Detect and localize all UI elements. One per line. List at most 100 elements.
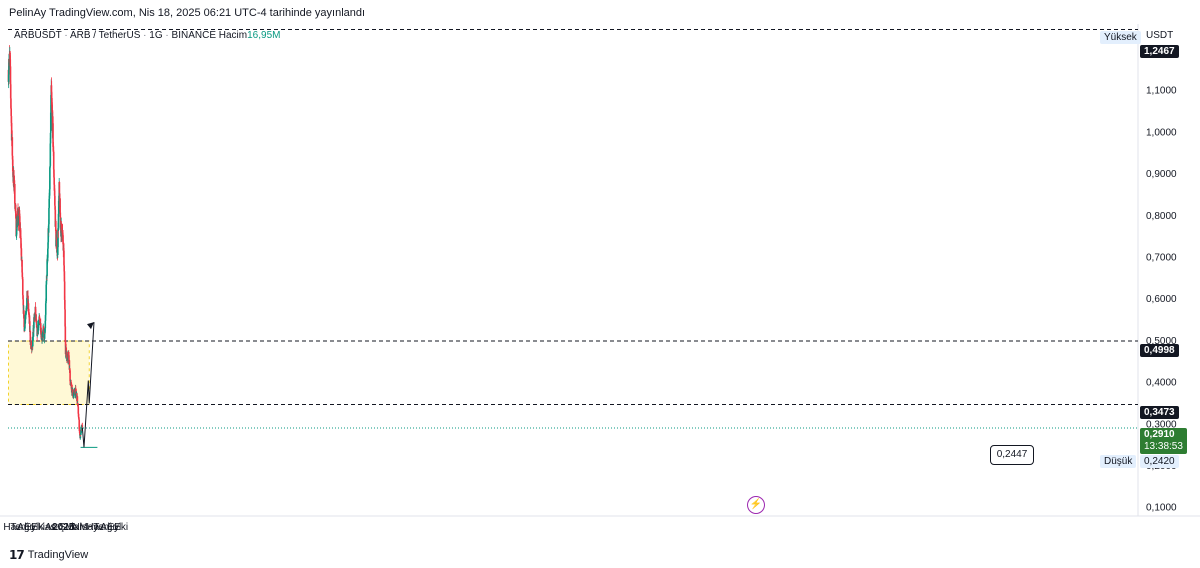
candle-body bbox=[35, 319, 38, 323]
candle-body bbox=[50, 94, 52, 113]
separator: · bbox=[143, 30, 147, 41]
flash-icon[interactable]: ⚡ bbox=[747, 496, 765, 514]
chart-frame[interactable]: 0,10000,20000,30000,40000,50000,60000,70… bbox=[0, 24, 1200, 540]
candle-body bbox=[10, 116, 13, 123]
price-chart[interactable]: 0,10000,20000,30000,40000,50000,60000,70… bbox=[0, 24, 1200, 540]
candle-body bbox=[11, 159, 14, 172]
x-tick-label: Haz bbox=[3, 522, 21, 533]
currency-label[interactable]: USDT bbox=[1146, 30, 1174, 41]
symbol-interval: 1G bbox=[149, 30, 163, 41]
y-tick-label: 1,0000 bbox=[1146, 127, 1177, 138]
candle-body bbox=[76, 396, 79, 405]
candle-body bbox=[10, 98, 12, 109]
candle-body bbox=[67, 352, 70, 356]
candle-body bbox=[52, 123, 54, 147]
candle-body bbox=[27, 303, 30, 312]
candle-body bbox=[33, 317, 35, 329]
level-tag-upper: 0,4998 bbox=[1140, 344, 1179, 357]
candle-body bbox=[23, 328, 26, 332]
x-tick-label: Kas bbox=[38, 522, 55, 533]
candle-body bbox=[26, 291, 29, 298]
low-price-tag: 0,2420 bbox=[1140, 455, 1179, 468]
candle-body bbox=[57, 200, 60, 214]
candle-body bbox=[26, 297, 28, 307]
x-tick-label: Eyl bbox=[107, 522, 121, 533]
x-tick-label: Mar bbox=[65, 522, 83, 533]
candle-body bbox=[17, 209, 19, 216]
projection-path bbox=[81, 322, 95, 448]
candle-body bbox=[16, 219, 19, 224]
candle-body bbox=[48, 207, 50, 225]
last-price-tag: 0,2910 13:38:53 bbox=[1140, 428, 1187, 454]
candle-body bbox=[79, 433, 81, 435]
candle-body bbox=[45, 281, 48, 285]
candle-body bbox=[48, 189, 51, 196]
symbol-legend[interactable]: ARBUSDT · ARB / TetherUS · 1G · BINANCE … bbox=[14, 30, 280, 41]
candle-body bbox=[78, 419, 81, 429]
candle-body bbox=[14, 184, 16, 204]
candle-body bbox=[62, 235, 64, 245]
candle-body bbox=[52, 116, 54, 124]
footer-brand[interactable]: 𝟭𝟳 TradingView bbox=[9, 548, 88, 562]
candle-body bbox=[63, 265, 65, 272]
candle-body bbox=[47, 248, 49, 258]
last-price-value: 0,2910 bbox=[1144, 429, 1175, 440]
x-tick-label: Nis bbox=[73, 522, 87, 533]
candle-body bbox=[77, 406, 80, 414]
y-tick-label: 0,3000 bbox=[1146, 419, 1177, 430]
symbol-base: ARB / TetherUS bbox=[69, 30, 141, 41]
y-tick-label: 0,9000 bbox=[1146, 169, 1177, 180]
y-tick-label: 0,5000 bbox=[1146, 336, 1177, 347]
candle-body bbox=[43, 332, 46, 339]
x-tick-label: Haz bbox=[86, 522, 104, 533]
candle-body bbox=[39, 318, 41, 321]
candle-body bbox=[59, 212, 62, 217]
volume-label: Hacim bbox=[218, 30, 248, 41]
candle-body bbox=[9, 84, 12, 99]
y-tick-label: 0,1000 bbox=[1146, 503, 1177, 514]
candle-body bbox=[49, 112, 52, 133]
y-tick-label: 0,6000 bbox=[1146, 294, 1177, 305]
brand-name: TradingView bbox=[27, 549, 89, 561]
candle-body bbox=[53, 169, 55, 178]
candle-body bbox=[63, 250, 65, 266]
y-tick-label: 0,8000 bbox=[1146, 211, 1177, 222]
candle-body bbox=[59, 216, 62, 228]
candle-body bbox=[21, 279, 24, 296]
candle-body bbox=[81, 425, 84, 427]
symbol-pair: ARBUSDT bbox=[14, 30, 62, 41]
candle-body bbox=[19, 216, 21, 232]
x-tick-label: Eki bbox=[114, 522, 128, 533]
candle-body bbox=[44, 320, 47, 329]
candle-body bbox=[61, 230, 64, 234]
y-tick-label: 0,7000 bbox=[1146, 252, 1177, 263]
x-tick-label: Ağu bbox=[100, 522, 118, 533]
candle-body bbox=[60, 223, 63, 225]
candle-body bbox=[30, 342, 33, 349]
candle-body bbox=[31, 336, 34, 347]
candle-body bbox=[21, 260, 23, 273]
low-label-tag: Düşük bbox=[1100, 455, 1137, 468]
candle-body bbox=[80, 427, 83, 433]
candle-body bbox=[74, 388, 77, 390]
candle-body bbox=[64, 326, 67, 342]
candle-body bbox=[13, 175, 15, 191]
candle-body bbox=[64, 309, 66, 327]
volume-value: 16,95M bbox=[247, 30, 281, 41]
candle-body bbox=[15, 211, 17, 217]
target-callout[interactable]: 0,2447 bbox=[990, 445, 1034, 465]
x-tick-label: 2025 bbox=[52, 522, 75, 533]
candle-body bbox=[49, 167, 51, 190]
candle-body bbox=[45, 284, 48, 302]
x-tick-label: May bbox=[79, 522, 98, 533]
candle-body bbox=[57, 213, 60, 230]
candle-body bbox=[19, 228, 22, 236]
candle-body bbox=[24, 314, 27, 320]
candle-body bbox=[37, 324, 40, 331]
candle-body bbox=[10, 122, 13, 141]
level-tag-lower: 0,3473 bbox=[1140, 406, 1179, 419]
candle-body bbox=[54, 209, 57, 227]
symbol-exchange: BINANCE bbox=[171, 30, 216, 41]
separator: · bbox=[165, 30, 169, 41]
x-tick-label: Ağu bbox=[17, 522, 35, 533]
